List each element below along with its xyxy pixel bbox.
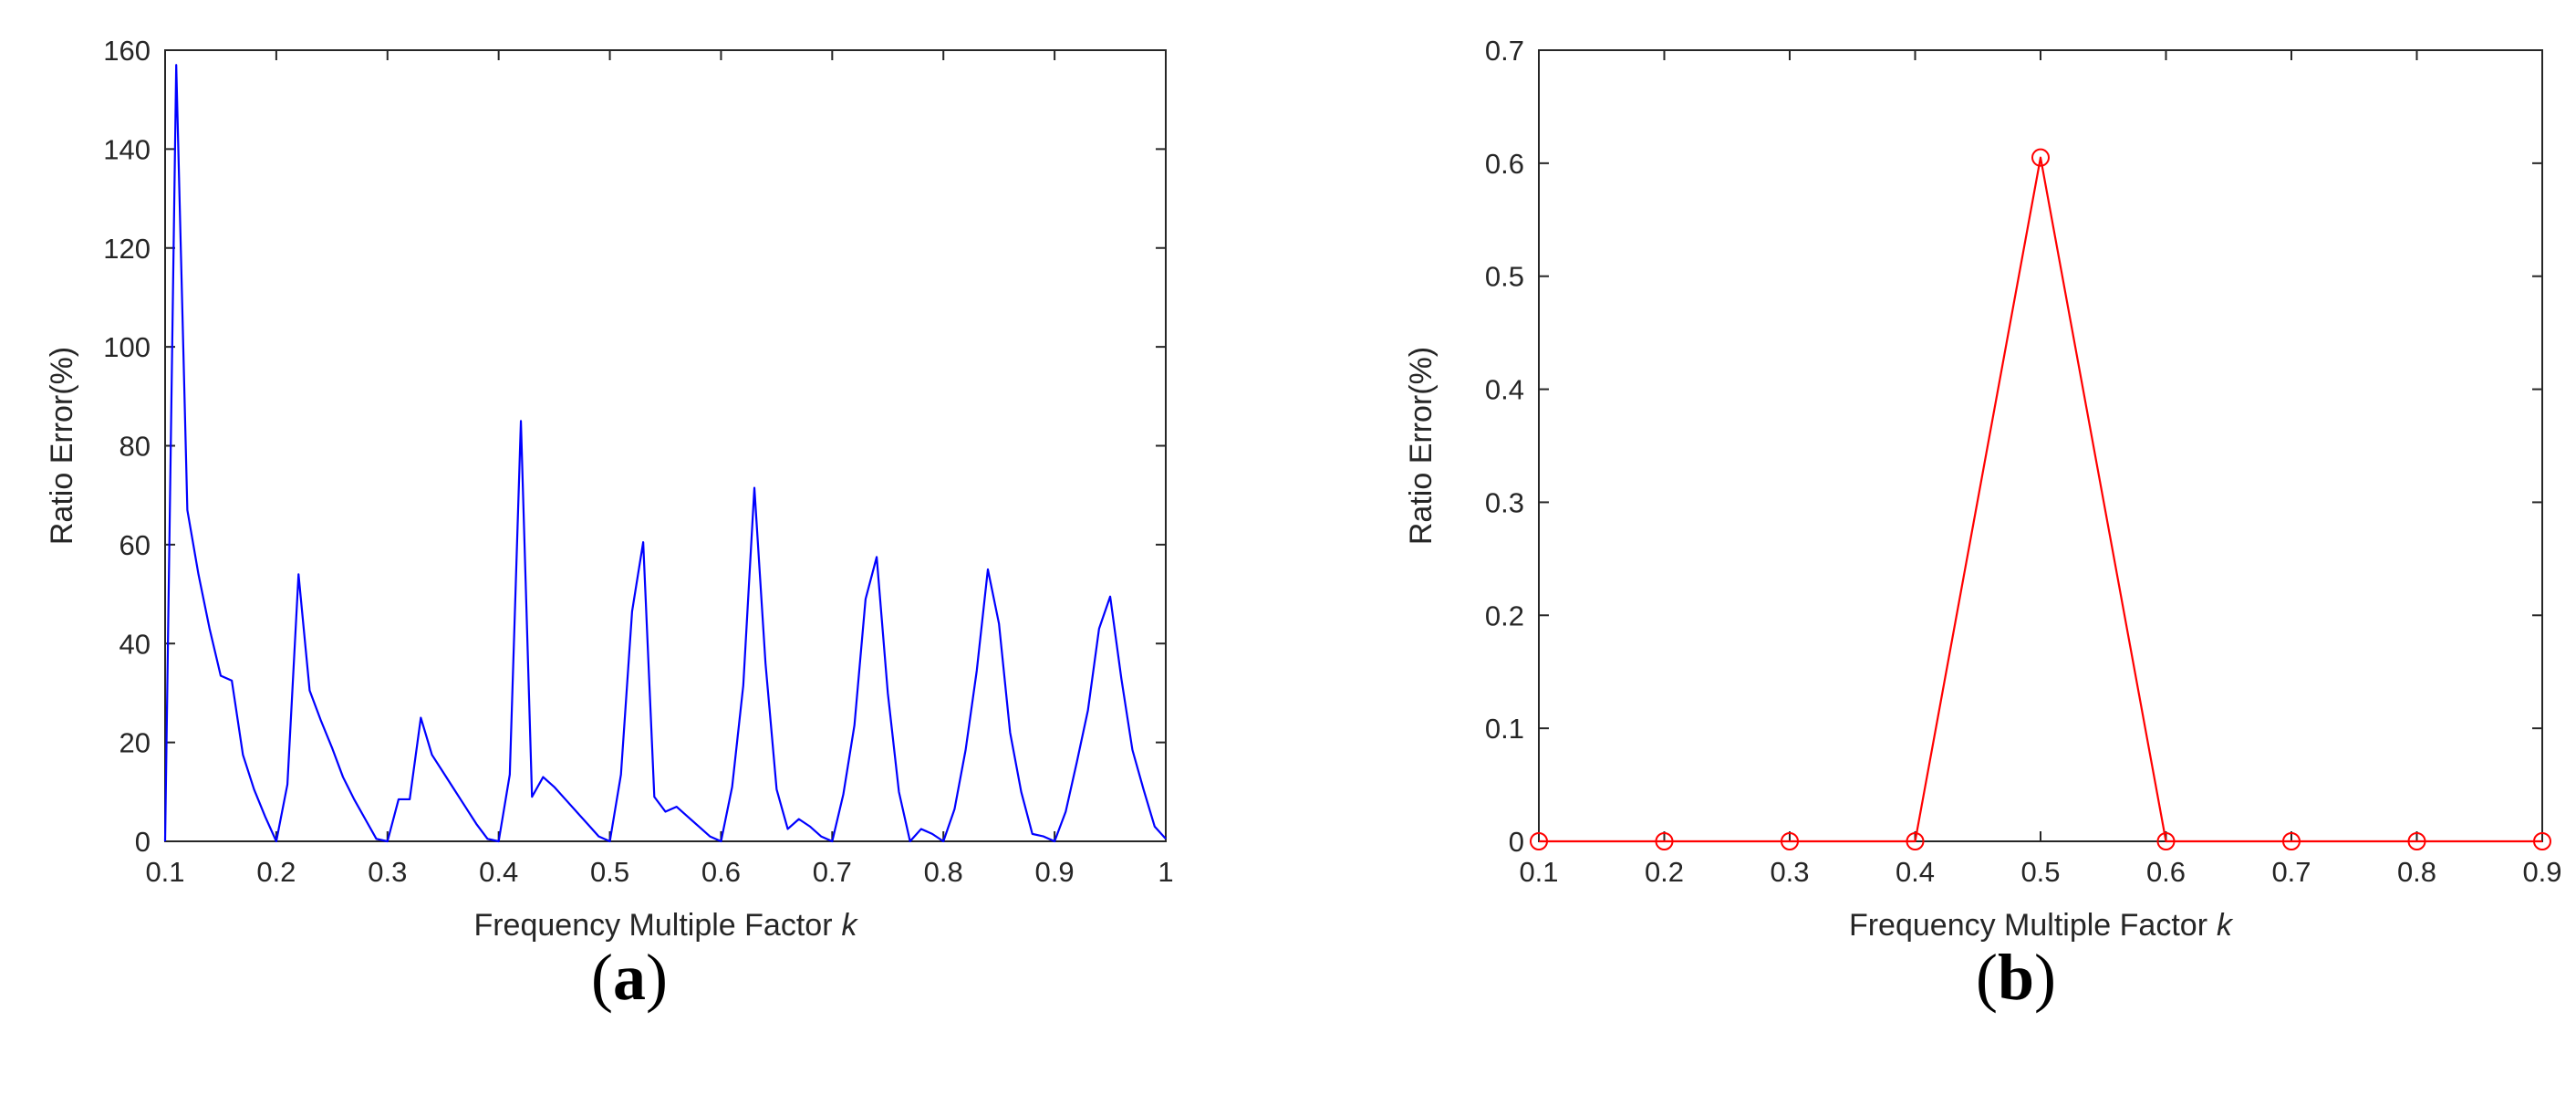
x-axis-label-text: Frequency Multiple Factor [1849, 908, 2207, 943]
data-point-marker [1530, 832, 1548, 850]
y-tick-label: 80 [119, 431, 151, 463]
x-axis-label-variable: k [842, 908, 859, 943]
x-axis-label: Frequency Multiple Factor k [473, 908, 858, 943]
series-line [163, 64, 1167, 843]
panel-label-letter: a [613, 941, 646, 1014]
data-point-marker [2282, 832, 2301, 850]
x-axis-label-text: Frequency Multiple Factor [473, 908, 832, 943]
panel-label-close-paren: ) [646, 941, 668, 1014]
plot-area-frame [164, 49, 1167, 842]
x-tick-label: 0.5 [2020, 856, 2060, 888]
chart-panel-b: 0.1 0.2 0.3 0.4 0.5 0.6 0.7 0.8 0.900.10.20.30.4… [1404, 35, 2562, 1014]
y-tick-label: 0.2 [1485, 600, 1524, 631]
x-axis-label: Frequency Multiple Factor k [1849, 908, 2234, 943]
y-tick-label: 0.5 [1485, 261, 1524, 293]
x-tick-label: 0.3 [1770, 856, 1809, 888]
panel-label: (b) [1976, 941, 2056, 1014]
x-tick-label: 0.7 [813, 856, 852, 888]
x-tick-label: 0.5 [590, 856, 629, 888]
y-tick-label: 0.3 [1485, 486, 1524, 518]
y-axis-label: Ratio Error(%) [1404, 347, 1439, 545]
data-point-marker [2407, 832, 2426, 850]
y-tick-label: 160 [103, 35, 151, 67]
chart-panel-a: 0.1 0.2 0.3 0.4 0.5 0.6 0.7 0.8 0.9 1 0 20 40 60 80 100… [45, 35, 1174, 1014]
y-tick-label: 0 [135, 826, 151, 858]
x-tick-label: 0.9 [2522, 856, 2561, 888]
panel-label: (a) [591, 941, 668, 1014]
y-tick-label: 0.7 [1485, 35, 1524, 67]
x-tick-label: 0.9 [1035, 856, 1075, 888]
y-tick-label: 40 [119, 628, 151, 660]
panel-label-letter: b [1998, 941, 2034, 1014]
data-point-marker [2533, 832, 2551, 850]
x-tick-label: 0.3 [368, 856, 407, 888]
data-point-marker [2156, 832, 2176, 850]
data-point-marker [2031, 148, 2050, 167]
x-tick-label: 0.1 [145, 856, 184, 888]
y-axis-label: Ratio Error(%) [45, 347, 79, 545]
x-tick-label: 0.7 [2271, 856, 2311, 888]
y-tick-label: 120 [103, 233, 151, 265]
y-tick-label: 60 [119, 529, 151, 561]
x-tick-label: 0.4 [479, 856, 518, 888]
x-tick-label: 1 [1158, 856, 1173, 888]
panel-label-open-paren: ( [1976, 941, 1998, 1014]
x-axis-label-variable: k [2217, 908, 2234, 943]
panel-label-open-paren: ( [591, 941, 613, 1014]
y-tick-label: 0.6 [1485, 148, 1524, 180]
plot-area-frame [1538, 49, 2543, 842]
data-point-marker [1655, 832, 1674, 850]
panel-label-close-paren: ) [2034, 941, 2056, 1014]
y-tick-label: 140 [103, 133, 151, 165]
data-point-marker [1906, 832, 1925, 850]
y-tick-label: 20 [119, 727, 151, 759]
y-tick-label: 0.1 [1485, 713, 1524, 745]
y-tick-label: 0 [1509, 826, 1524, 858]
y-tick-label: 0.4 [1485, 374, 1524, 406]
x-tick-label: 0.4 [1896, 856, 1935, 888]
x-tick-label: 0.1 [1519, 856, 1558, 888]
x-tick-label: 0.8 [924, 856, 963, 888]
y-tick-label: 100 [103, 331, 151, 363]
x-tick-label: 0.2 [256, 856, 296, 888]
series-line [1539, 156, 2542, 843]
data-point-marker [1781, 832, 1799, 850]
x-tick-label: 0.6 [701, 856, 741, 888]
x-tick-label: 0.2 [1645, 856, 1684, 888]
x-tick-label: 0.6 [2146, 856, 2186, 888]
x-tick-label: 0.8 [2397, 856, 2436, 888]
